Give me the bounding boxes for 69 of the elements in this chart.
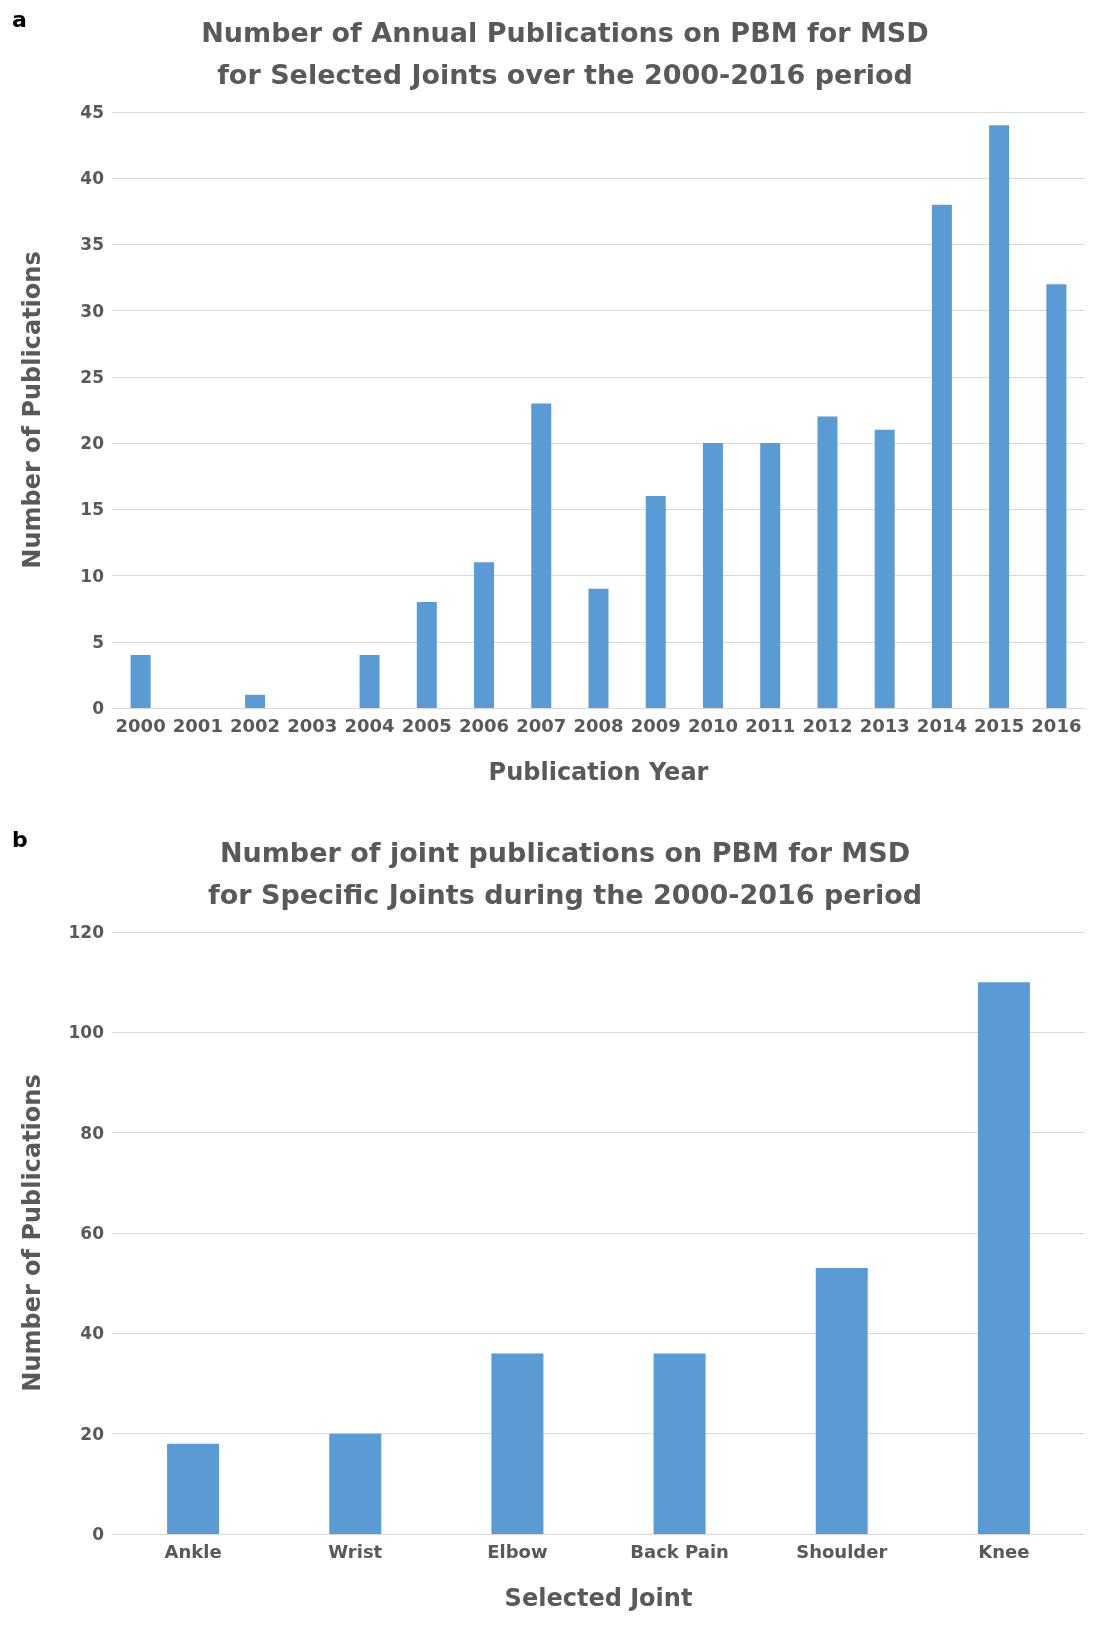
x-tick-label: 2010 — [687, 714, 739, 736]
y-tick-label: 35 — [80, 234, 104, 255]
y-tick-label: 40 — [80, 1323, 105, 1344]
y-tick-label: 45 — [80, 102, 104, 122]
x-tick-label: Wrist — [328, 1540, 383, 1562]
x-tick-label: 2012 — [802, 714, 853, 736]
y-tick-label: 30 — [80, 300, 105, 321]
y-tick-label: 15 — [80, 499, 104, 520]
y-axis-title: Number of Publications — [18, 251, 46, 569]
y-tick-label: 20 — [80, 433, 105, 454]
bar — [588, 588, 609, 708]
bar — [817, 416, 838, 708]
bar — [977, 982, 1030, 1534]
bar — [645, 496, 666, 708]
y-tick-label: 80 — [80, 1122, 105, 1143]
bar — [531, 403, 552, 708]
x-tick-label: 2013 — [859, 714, 910, 736]
y-tick-label: 100 — [68, 1022, 105, 1043]
y-tick-label: 25 — [80, 366, 104, 387]
chart-title: Number of joint publications on PBM for MSD for Specific Joints during the 2000-2016 period — [207, 836, 923, 910]
bar — [130, 655, 151, 708]
x-axis-title: Publication Year — [488, 758, 709, 786]
bar — [245, 694, 266, 708]
x-tick-label: 2008 — [573, 714, 624, 736]
bar — [474, 562, 495, 708]
bar — [760, 443, 781, 708]
bar — [931, 204, 952, 708]
x-tick-label: 2000 — [115, 714, 166, 736]
bar — [815, 1268, 868, 1534]
bar — [329, 1433, 382, 1534]
bar — [167, 1443, 220, 1534]
x-tick-label: 2004 — [344, 714, 395, 736]
y-tick-label: 10 — [80, 565, 105, 586]
x-tick-label: 2002 — [230, 714, 281, 736]
y-tick-label: 0 — [92, 698, 105, 718]
bar — [989, 125, 1010, 708]
x-tick-label: Ankle — [164, 1540, 222, 1562]
x-tick-label: 2003 — [287, 714, 338, 736]
y-tick-label: 5 — [92, 631, 104, 652]
x-tick-label: 2015 — [974, 714, 1025, 736]
text: b — [12, 826, 28, 852]
bar — [491, 1353, 544, 1534]
bar — [1046, 284, 1067, 708]
y-tick-label: 60 — [80, 1223, 105, 1243]
y-tick-label: 0 — [92, 1524, 105, 1544]
bar — [702, 443, 723, 708]
text: a — [12, 6, 27, 32]
x-tick-label: 2006 — [458, 714, 510, 736]
x-tick-label: 2005 — [401, 714, 452, 736]
x-tick-label: Knee — [978, 1540, 1030, 1562]
bar — [874, 429, 895, 708]
x-tick-label: 2001 — [172, 714, 223, 736]
x-axis-title: Selected Joint — [504, 1584, 693, 1612]
y-axis-title: Number of Publications — [18, 1074, 46, 1392]
y-tick-label: 40 — [80, 168, 105, 189]
chart-title: Number of Annual Publications on PBM for MSD for Selected Joints over the 2000-2016 period — [201, 16, 929, 90]
x-tick-label: 2009 — [630, 714, 681, 736]
x-tick-label: Shoulder — [796, 1540, 888, 1562]
x-tick-label: 2016 — [1031, 714, 1082, 736]
bar — [359, 655, 380, 708]
x-tick-label: 2011 — [745, 714, 796, 736]
x-tick-label: Back Pain — [630, 1540, 729, 1562]
x-tick-label: 2014 — [916, 714, 967, 736]
y-tick-label: 20 — [80, 1423, 105, 1444]
bar — [416, 602, 437, 708]
bar — [653, 1353, 706, 1534]
x-tick-label: Elbow — [487, 1540, 548, 1562]
y-tick-label: 120 — [68, 922, 105, 942]
x-tick-label: 2007 — [516, 714, 567, 736]
